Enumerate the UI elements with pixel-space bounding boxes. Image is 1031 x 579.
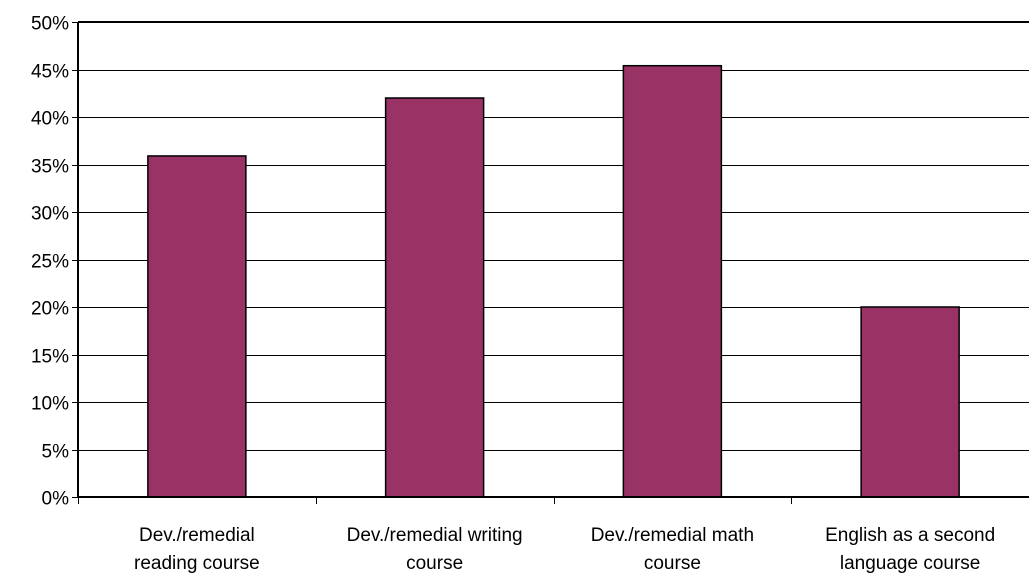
x-category-label-line: reading course [134, 553, 260, 574]
y-tick-label: 0% [42, 489, 70, 510]
x-category-label-line: Dev./remedial [139, 525, 255, 546]
bar [384, 97, 485, 498]
y-tick-label: 45% [31, 62, 69, 83]
x-category-label-line: English as a second [825, 525, 995, 546]
bar [860, 306, 960, 498]
y-tick-label: 50% [31, 14, 69, 35]
x-category-label-line: Dev./remedial math [591, 525, 754, 546]
y-tick-label: 15% [31, 347, 69, 368]
x-category-label: Dev./remedial math course [591, 525, 754, 574]
y-tick-labels: 0% 5% 10% 15% 20% 25% 30% 35% 40% 45% 50% [31, 14, 69, 510]
y-tick-label: 5% [42, 442, 70, 463]
y-tick-label: 20% [31, 299, 69, 320]
y-tick-label: 10% [31, 394, 69, 415]
x-category-label-line: Dev./remedial writing [347, 525, 523, 546]
x-category-label-line: language course [840, 553, 981, 574]
bars [147, 64, 960, 498]
x-category-label-line: course [406, 553, 463, 574]
y-tick-label: 40% [31, 109, 69, 130]
x-category-label: English as a second language course [825, 525, 995, 574]
x-category-labels: Dev./remedial reading courseDev./remedial… [134, 525, 995, 574]
bar [622, 64, 723, 498]
x-category-label-line: course [644, 553, 701, 574]
y-tick-label: 25% [31, 252, 69, 273]
bar [147, 155, 247, 498]
y-tick-label: 35% [31, 157, 69, 178]
y-tick-label: 30% [31, 204, 69, 225]
x-category-label: Dev./remedial writing course [347, 525, 523, 574]
x-category-label: Dev./remedial reading course [134, 525, 260, 574]
axes [72, 21, 1029, 504]
